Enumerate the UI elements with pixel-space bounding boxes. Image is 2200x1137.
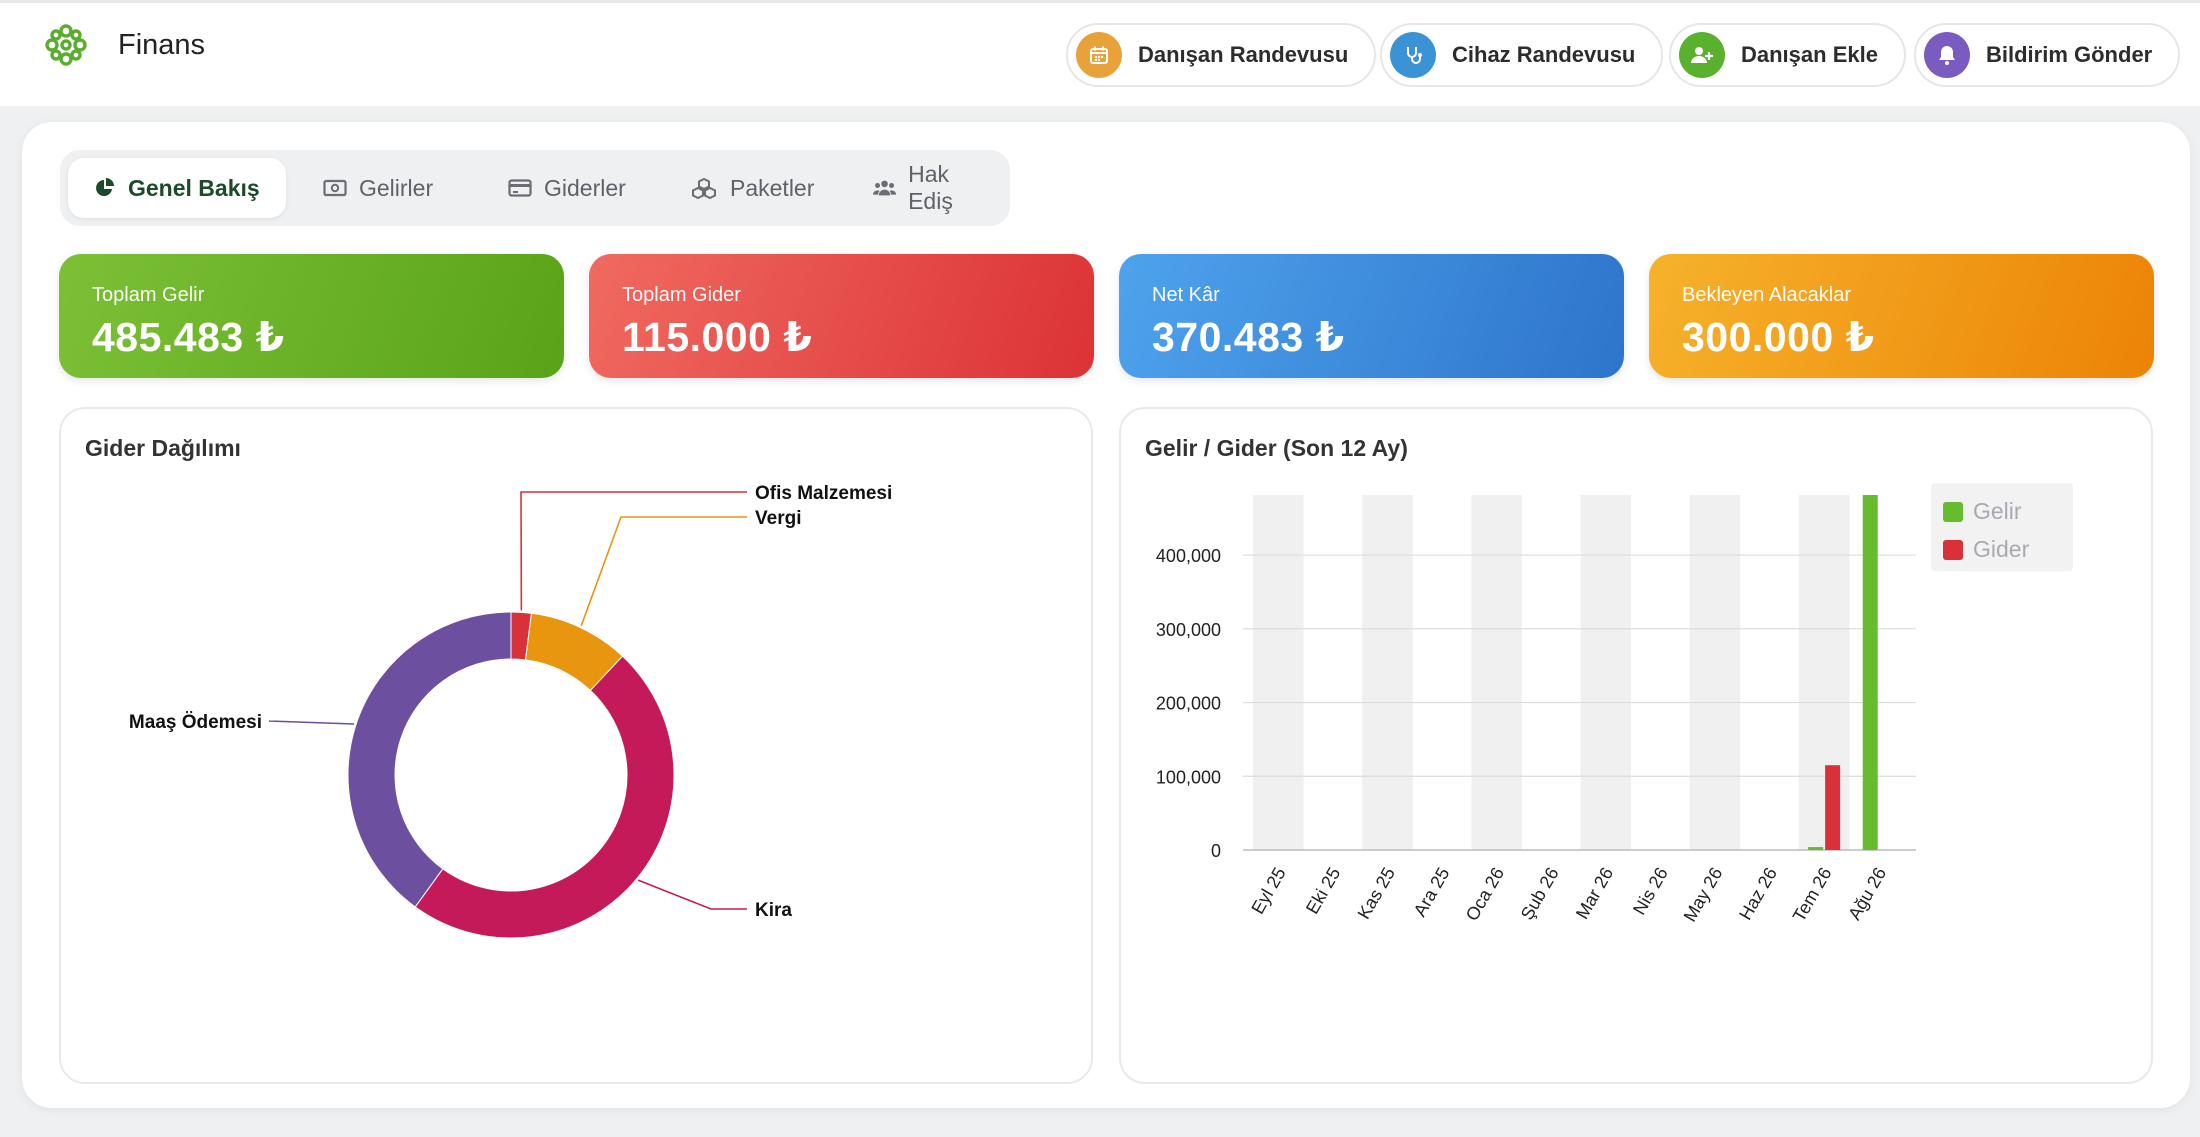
donut-leader-maas-odemesi [268,720,355,725]
device-appointment-button[interactable]: Cihaz Randevusu [1380,23,1664,87]
x-tick-label: Kas 25 [1354,864,1399,923]
finance-main-card: Genel Bakış Gelirler Giderler Paketler H… [22,122,2190,1108]
donut-label-vergi: Vergi [755,508,801,529]
tab-earnings-label: Hak Ediş [908,161,953,214]
user-plus-icon [1679,32,1725,78]
finance-tabs: Genel Bakış Gelirler Giderler Paketler H… [60,150,1010,226]
pending-receivables-label: Bekleyen Alacaklar [1682,284,1851,306]
category-band [1689,495,1741,850]
x-tick-label: Nis 26 [1629,864,1672,918]
pending-receivables-card: Bekleyen Alacaklar 300.000 ₺ [1649,254,2154,378]
x-tick-label: Eyl 25 [1247,864,1289,917]
donut-slice-maas-odemesi [347,611,512,908]
legend-swatch-gelir [1943,502,1963,522]
y-tick-label: 200,000 [1156,694,1221,714]
pending-receivables-value: 300.000 ₺ [1682,314,1875,360]
net-profit-card: Net Kâr 370.483 ₺ [1119,254,1624,378]
total-expense-value: 115.000 ₺ [622,314,813,360]
legend-box [1931,483,2073,571]
send-notification-label: Bildirim Gönder [1986,42,2153,67]
tab-packages-label: Paketler [730,174,815,201]
tab-income-label: Gelirler [359,174,434,201]
x-tick-label: Şub 26 [1517,864,1563,923]
expense-distribution-panel: Gider Dağılımı Ofis Malzemesi Vergi Kira Ma… [59,407,1093,1084]
x-tick-label: Mar 26 [1572,864,1617,923]
category-band [1471,495,1522,850]
tab-overview[interactable]: Genel Bakış [68,158,286,218]
tab-packages[interactable]: Paketler [664,158,840,218]
calendar-icon [1076,32,1122,78]
page-title: Finans [118,29,206,61]
legend-label-gelir: Gelir [1973,498,2022,524]
bell-icon [1924,32,1970,78]
tab-overview-label: Genel Bakış [128,174,260,201]
net-profit-label: Net Kâr [1152,284,1220,306]
expense-distribution-title: Gider Dağılımı [85,435,241,461]
credit-card-icon [508,179,532,197]
bar-gelir-tem-26 [1808,847,1824,850]
new-client-appointment-label: Danışan Randevusu [1138,42,1349,67]
x-tick-label: May 26 [1680,864,1727,925]
cubes-icon [692,177,716,199]
y-tick-label: 300,000 [1156,620,1221,640]
category-band [1798,495,1850,850]
x-tick-label: Haz 26 [1735,864,1781,923]
x-tick-label: Tem 26 [1789,864,1836,925]
tab-income[interactable]: Gelirler [297,158,459,218]
total-expense-card: Toplam Gider 115.000 ₺ [589,254,1094,378]
income-expense-bar-chart: 0 100,000 200,000 300,000 400,000 Eyl 25 Eki 2… [1156,483,2073,925]
donut-slice-kira [414,655,675,939]
legend-swatch-gider [1943,540,1963,560]
donut-leader-vergi [580,516,747,626]
users-icon [873,180,897,196]
x-tick-label: Oca 26 [1462,864,1508,924]
donut-leader-kira [637,879,747,910]
money-bill-icon [323,179,347,197]
legend-label-gider: Gider [1973,536,2030,562]
y-tick-label: 0 [1211,841,1221,861]
tab-earnings[interactable]: Hak Ediş [847,158,1010,218]
add-client-label: Danışan Ekle [1741,42,1878,67]
stethoscope-icon [1390,32,1436,78]
income-expense-title: Gelir / Gider (Son 12 Ay) [1145,435,1408,461]
donut-label-kira: Kira [755,900,792,921]
donut-label-maas-odemesi: Maaş Ödemesi [129,712,262,733]
income-expense-panel: Gelir / Gider (Son 12 Ay) 0 100,000 200,00… [1119,407,2153,1084]
pie-chart-icon [96,178,114,196]
total-income-value: 485.483 ₺ [92,314,285,360]
bar-gider-tem-26 [1825,765,1841,850]
total-expense-label: Toplam Gider [622,284,741,306]
total-income-label: Toplam Gelir [92,284,205,306]
flower-logo-icon [45,24,87,66]
donut-leader-ofis-malzemesi [520,491,747,611]
send-notification-button[interactable]: Bildirim Gönder [1914,23,2181,87]
y-tick-label: 400,000 [1156,546,1221,566]
bar-gelir-agu-26 [1862,495,1878,850]
new-client-appointment-button[interactable]: Danışan Randevusu [1066,23,1377,87]
x-tick-label: Ara 25 [1410,864,1454,920]
device-appointment-label: Cihaz Randevusu [1452,42,1636,67]
total-income-card: Toplam Gelir 485.483 ₺ [59,254,564,378]
net-profit-value: 370.483 ₺ [1152,314,1345,360]
donut-label-ofis-malzemesi: Ofis Malzemesi [755,483,892,504]
tab-expenses-label: Giderler [544,174,626,201]
chart-legend: Gelir Gider [1931,483,2073,571]
expense-donut-chart: Ofis Malzemesi Vergi Kira Maaş Ödemesi [129,483,892,939]
y-tick-label: 100,000 [1156,767,1221,787]
top-bar: Finans Danışan Randevusu Cihaz Randevusu… [0,0,2200,106]
add-client-button[interactable]: Danışan Ekle [1669,23,1906,87]
x-tick-label: Ağu 26 [1844,864,1890,923]
tab-expenses[interactable]: Giderler [482,158,652,218]
category-band [1253,495,1304,850]
category-band [1362,495,1413,850]
category-band [1580,495,1632,850]
x-tick-label: Eki 25 [1302,864,1344,917]
